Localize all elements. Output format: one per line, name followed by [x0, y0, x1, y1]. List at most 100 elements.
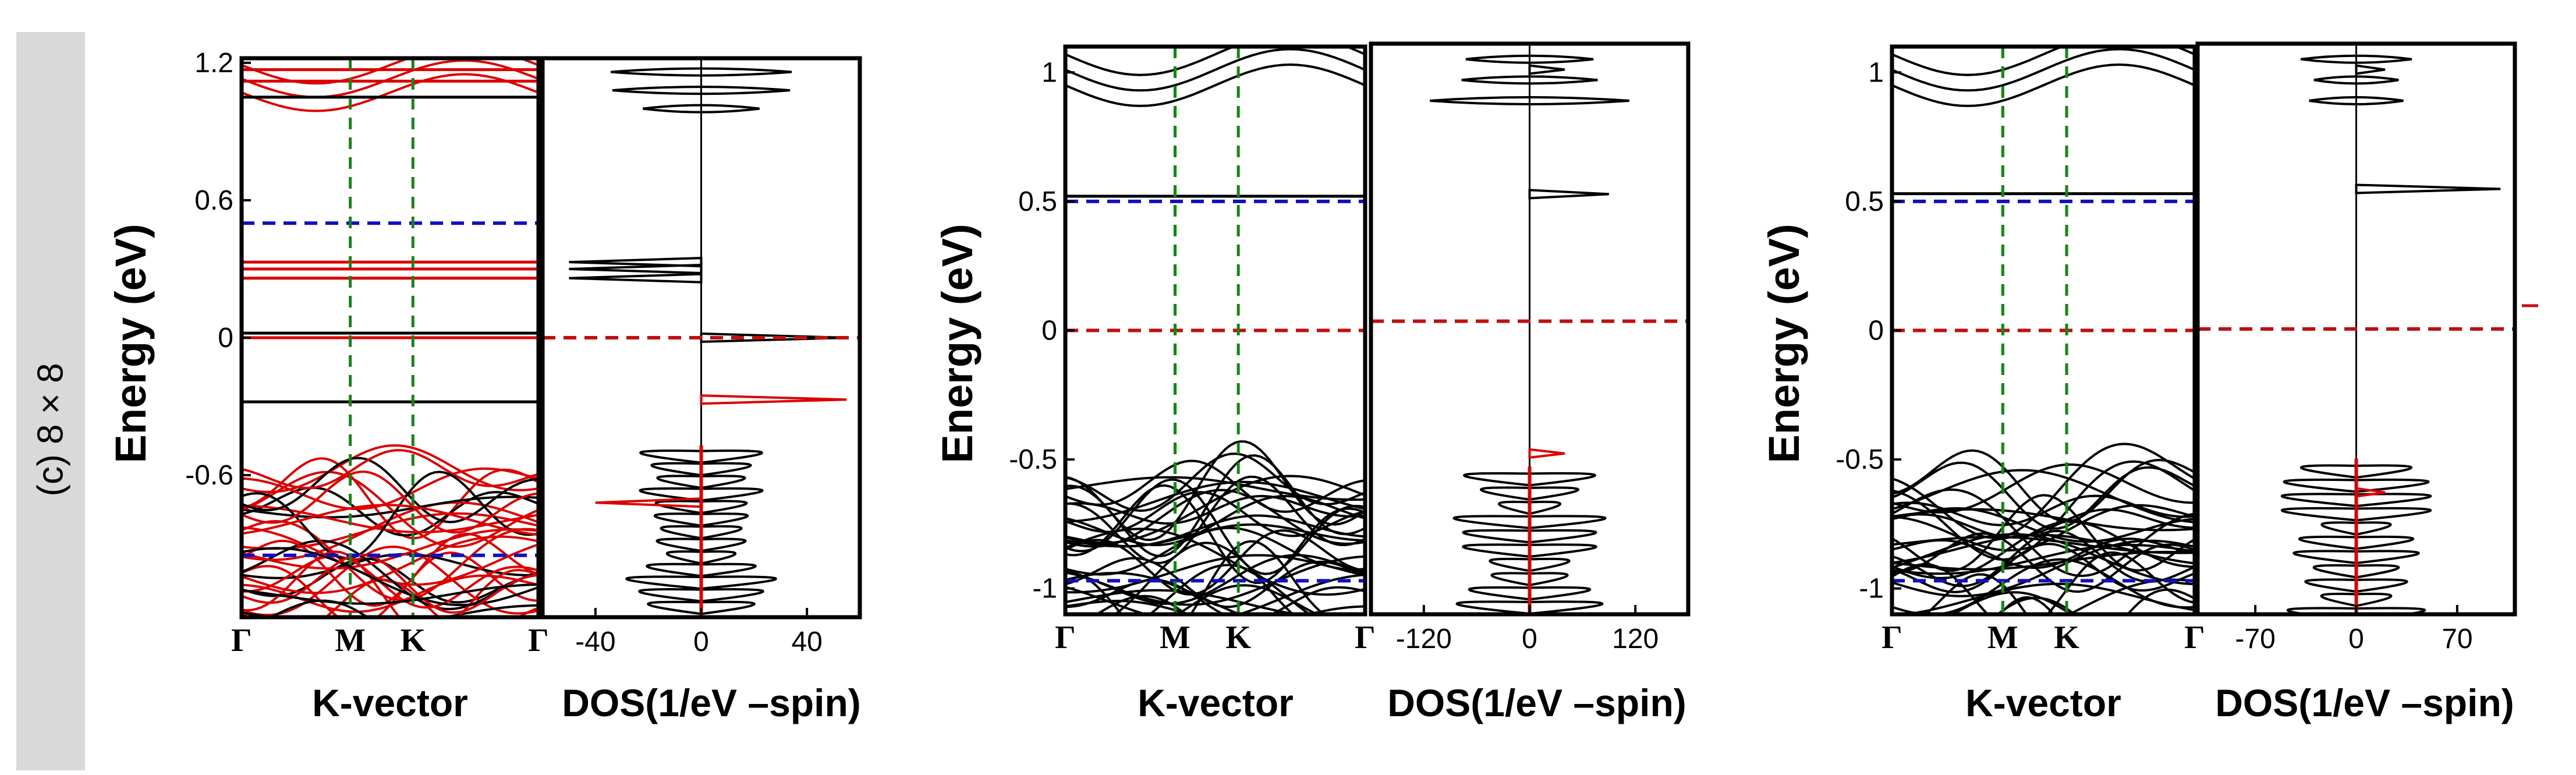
- kvector-label-3: K-vector: [1965, 681, 2121, 724]
- dos-label-1: DOS(1/eV –spin): [562, 681, 860, 724]
- dos-conduction-curve: [1430, 54, 1629, 105]
- x-tick-label: 0: [2348, 624, 2364, 654]
- band-curve: [242, 532, 538, 607]
- band-curve: [242, 604, 538, 617]
- x-tick-label: -70: [2235, 624, 2275, 654]
- band-plot-2: Γ M K Γ 1 0.5 0 -0.5 -1: [1009, 44, 1376, 656]
- dos-conduction-curve: [2300, 54, 2412, 105]
- band-curve: [1065, 48, 1365, 92]
- band-curve: [1999, 596, 2055, 614]
- band-curve: [1065, 480, 1365, 523]
- band-curve: [1065, 514, 1365, 547]
- band-curve: [1892, 449, 2195, 523]
- band-curve: [1950, 591, 2074, 614]
- plot-frame: [1369, 41, 1691, 617]
- y-tick-label: -0.6: [185, 460, 233, 491]
- band-curve: [242, 470, 538, 560]
- dos-peak: [2355, 183, 2501, 194]
- y-tick-label: 0: [1868, 316, 1884, 346]
- band-curve: [1892, 508, 2195, 539]
- y-tick-label: 1: [1041, 57, 1057, 88]
- y-tick-label: -1: [1859, 574, 1884, 604]
- band-curve: [1892, 463, 2195, 514]
- band-curve: [1892, 627, 2195, 658]
- y-tick-label: 0: [1041, 316, 1057, 346]
- band-curve: [1892, 461, 2195, 530]
- band-curve: [1892, 508, 2195, 532]
- plot-frame: [1890, 44, 2197, 617]
- k-point-label: M: [335, 622, 366, 659]
- band-curve: [1065, 555, 1365, 606]
- dos-peak: [700, 394, 847, 405]
- band-curve: [1892, 532, 2195, 593]
- k-point-label: Γ: [528, 622, 549, 659]
- sidebar-panel: [16, 32, 85, 770]
- k-point-label: M: [1160, 620, 1190, 656]
- band-curve: [1065, 47, 1365, 76]
- k-point-label: Γ: [1355, 620, 1376, 656]
- dos-label-2: DOS(1/eV –spin): [1387, 681, 1686, 724]
- dos-peak: [1528, 448, 1565, 459]
- energy-axis-label-2: Energy (eV): [933, 224, 981, 463]
- plot-area: [543, 58, 860, 617]
- plot-frame: [2195, 41, 2517, 617]
- band-curve: [1892, 63, 2195, 107]
- plot-area: [242, 58, 538, 617]
- k-point-label: Γ: [231, 622, 252, 659]
- dos-valence-curve: [1452, 472, 1607, 614]
- dos-peak: [595, 497, 703, 508]
- k-point-label: Γ: [1881, 620, 1902, 656]
- y-tick-label: -0.5: [1009, 444, 1057, 475]
- plot-frame: [239, 56, 541, 620]
- band-curve: [1065, 540, 1365, 614]
- x-tick-label: 0: [693, 627, 709, 657]
- band-curve: [1892, 47, 2195, 76]
- k-point-label: M: [1987, 620, 2018, 656]
- k-point-label: Γ: [2184, 620, 2205, 656]
- band-curve: [1892, 543, 2195, 575]
- energy-axis-label-3: Energy (eV): [1760, 224, 1808, 463]
- kvector-label-1: K-vector: [312, 681, 468, 724]
- x-tick-label: 120: [1612, 624, 1659, 654]
- band-curve: [1065, 459, 1365, 513]
- k-point-label: K: [2054, 620, 2079, 656]
- band-curve: [1892, 533, 2195, 586]
- band-curve: [1892, 537, 2195, 569]
- band-curve: [1065, 589, 1304, 614]
- band-curve: [242, 456, 538, 523]
- band-curve: [1065, 475, 1365, 544]
- x-tick-label: -120: [1396, 624, 1452, 654]
- band-curve: [242, 583, 538, 605]
- dos-label-3: DOS(1/eV –spin): [2215, 681, 2514, 724]
- x-tick-label: 0: [1522, 624, 1537, 654]
- y-tick-label: -1: [1032, 574, 1057, 604]
- band-curve: [242, 550, 538, 617]
- band-curve: [1892, 543, 2195, 593]
- dos-peak: [569, 257, 703, 268]
- energy-axis-label-1: Energy (eV): [107, 224, 155, 463]
- band-curve: [242, 470, 538, 534]
- k-point-label: K: [1225, 620, 1251, 656]
- y-tick-label: 0: [218, 323, 233, 353]
- dos-peak: [2355, 64, 2386, 75]
- band-curve: [242, 547, 538, 606]
- dos-plot-1: -40 0 40: [540, 56, 862, 657]
- band-curve: [268, 599, 370, 617]
- dos-peak: [569, 263, 703, 275]
- band-curve: [242, 528, 538, 570]
- y-tick-label: 0.5: [1845, 186, 1884, 217]
- band-plot-1: Γ M K Γ 1.2 0.6 0 -0.6: [185, 48, 549, 659]
- dos-plot-2: -120 0 120: [1369, 41, 1691, 654]
- band-curve: [1065, 476, 1365, 501]
- plot-frame: [540, 56, 862, 620]
- k-point-label: K: [400, 622, 426, 659]
- band-curve: [242, 504, 538, 536]
- band-curve: [1895, 582, 2195, 614]
- band-curve: [242, 73, 538, 112]
- band-curve: [242, 470, 538, 548]
- y-tick-label: 0.5: [1018, 186, 1057, 217]
- band-curve: [242, 545, 538, 617]
- dos-conduction-curve: [610, 67, 792, 114]
- band-curve: [1065, 494, 1365, 525]
